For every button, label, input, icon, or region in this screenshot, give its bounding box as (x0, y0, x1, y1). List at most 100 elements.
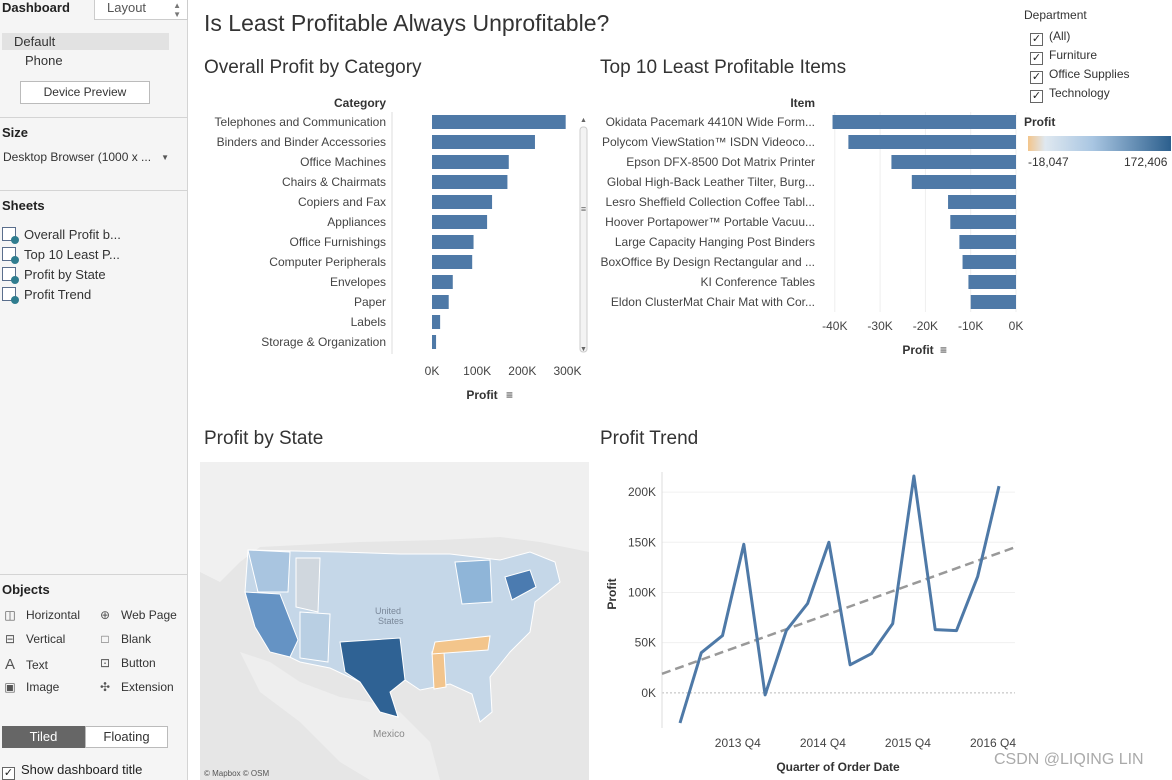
category-label: Telephones and Communication (215, 115, 386, 129)
trend-title: Profit Trend (600, 428, 699, 449)
state-texas[interactable] (339, 637, 406, 718)
object-text[interactable]: A Text (2, 656, 48, 673)
item-tick-label: -20K (913, 319, 938, 333)
sheet-item[interactable]: Profit Trend (2, 287, 91, 305)
state-nevada-utah[interactable] (299, 611, 331, 663)
object-vertical[interactable]: ⊟ Vertical (2, 632, 65, 646)
device-default[interactable]: Default (2, 33, 169, 50)
object-label: Blank (121, 632, 152, 646)
show-title-toggle[interactable]: ✓ Show dashboard title (2, 762, 142, 780)
department-label: (All) (1049, 29, 1071, 43)
divider (0, 190, 188, 191)
item-bar[interactable] (911, 175, 1016, 189)
object-image[interactable]: ▣ Image (2, 680, 59, 694)
size-value: Desktop Browser (1000 x ... (3, 150, 152, 164)
object-blank[interactable]: □ Blank (97, 632, 151, 646)
mexico-region (240, 652, 440, 780)
department-option[interactable]: ✓ Technology (1030, 86, 1110, 103)
item-bar[interactable] (891, 155, 1016, 169)
object-horizontal[interactable]: ◫ Horizontal (2, 608, 80, 622)
item-label: Hoover Portapower™ Portable Vacuu... (605, 215, 815, 229)
checkbox-icon: ✓ (1030, 90, 1043, 103)
trend-y-tick: 0K (641, 686, 656, 700)
tab-dashboard[interactable]: Dashboard (2, 0, 70, 15)
show-title-label: Show dashboard title (21, 762, 143, 777)
category-label: Chairs & Chairmats (282, 175, 386, 189)
state-tennessee[interactable] (431, 635, 491, 655)
device-phone[interactable]: Phone (25, 53, 63, 68)
state-michigan[interactable] (454, 559, 493, 605)
category-bar[interactable] (432, 195, 493, 209)
item-bar[interactable] (968, 275, 1016, 289)
item-label: Epson DFX-8500 Dot Matrix Printer (626, 155, 815, 169)
object-label: Web Page (121, 608, 177, 622)
sheet-item[interactable]: Top 10 Least P... (2, 247, 120, 265)
device-preview-button[interactable]: Device Preview (20, 81, 150, 104)
item-label: Large Capacity Hanging Post Binders (615, 235, 815, 249)
department-label: Technology (1049, 86, 1110, 100)
sheet-item[interactable]: Profit by State (2, 267, 106, 285)
sidebar: Dashboard Layout ▲ ▼ Default Phone Device … (0, 0, 188, 780)
item-column-header: Item (790, 96, 815, 110)
state-oregon-washington[interactable] (247, 549, 291, 593)
profit-trend-chart: 0K 50K 100K 150K 200K 2013 Q4 2014 Q4 2015 Q4 20… (605, 472, 1016, 774)
profit-line[interactable] (678, 474, 1001, 724)
button-icon: ⊡ (99, 656, 111, 670)
department-label: Furniture (1049, 48, 1098, 62)
category-axis-label: Profit (466, 388, 497, 402)
state-map[interactable]: Mexico United States © Mapbox © OSM (200, 462, 589, 780)
floating-button[interactable]: Floating (85, 726, 168, 748)
state-mississippi[interactable] (431, 651, 447, 690)
tiled-button[interactable]: Tiled (2, 726, 85, 748)
category-bar[interactable] (432, 215, 488, 229)
item-label: Global High-Back Leather Tilter, Burg... (607, 175, 815, 189)
object-button[interactable]: ⊡ Button (97, 656, 156, 670)
item-bar[interactable] (948, 195, 1016, 209)
worksheet-icon (2, 267, 19, 284)
state-new-york[interactable] (504, 569, 537, 601)
item-bar[interactable] (848, 135, 1016, 149)
sort-icon[interactable]: ≡ (506, 388, 513, 402)
map-title: Profit by State (204, 428, 324, 449)
scrollbar[interactable] (579, 126, 588, 353)
category-bar[interactable] (432, 155, 509, 169)
canada-region (200, 462, 589, 582)
items-chart-title: Top 10 Least Profitable Items (600, 57, 847, 78)
item-bar[interactable] (950, 215, 1016, 229)
item-bar[interactable] (832, 115, 1016, 129)
state-california[interactable] (244, 591, 299, 658)
horizontal-icon: ◫ (4, 608, 16, 622)
scroll-up-icon[interactable]: ▲ (580, 117, 587, 124)
department-option[interactable]: ✓ Office Supplies (1030, 67, 1130, 84)
item-bar[interactable] (959, 235, 1016, 249)
category-label: Storage & Organization (261, 335, 386, 349)
category-bar[interactable] (432, 115, 566, 129)
category-bar[interactable] (432, 335, 437, 349)
category-bar[interactable] (432, 295, 449, 309)
category-label: Paper (354, 295, 386, 309)
state-idaho[interactable] (295, 557, 321, 613)
item-bar[interactable] (970, 295, 1016, 309)
item-bar[interactable] (962, 255, 1016, 269)
profit-legend-max: 172,406 (1124, 155, 1168, 169)
tab-layout-label: Layout (107, 0, 147, 15)
object-label: Vertical (26, 632, 66, 646)
object-label: Horizontal (26, 608, 81, 622)
object-extension[interactable]: ✣ Extension (97, 680, 174, 694)
department-option[interactable]: ✓ (All) (1030, 29, 1070, 46)
category-bar[interactable] (432, 175, 508, 189)
sort-icon[interactable]: ≡ (940, 343, 947, 357)
sheet-item[interactable]: Overall Profit b... (2, 227, 121, 245)
category-label: Office Furnishings (290, 235, 387, 249)
category-bar[interactable] (432, 255, 473, 269)
sheet-label: Top 10 Least P... (24, 247, 120, 262)
category-bar[interactable] (432, 135, 535, 149)
category-bar[interactable] (432, 235, 474, 249)
category-bar[interactable] (432, 315, 441, 329)
tab-layout[interactable]: Layout ▲ ▼ (94, 0, 188, 20)
category-bar[interactable] (432, 275, 453, 289)
size-dropdown[interactable]: Desktop Browser (1000 x ... ▼ (3, 150, 171, 164)
department-option[interactable]: ✓ Furniture (1030, 48, 1097, 65)
object-web-page[interactable]: ⊕ Web Page (97, 608, 177, 622)
scroll-down-icon[interactable]: ▼ (580, 346, 587, 353)
